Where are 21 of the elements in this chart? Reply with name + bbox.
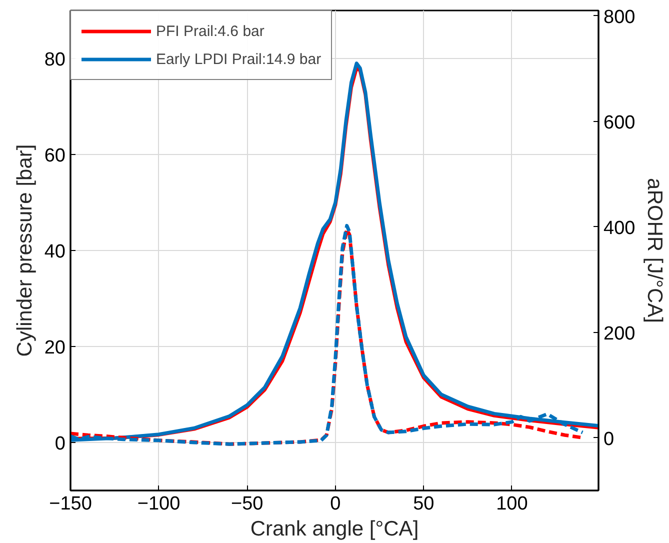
x-tick-label: 100: [496, 494, 528, 514]
y2-tick-label: 600: [604, 112, 636, 134]
y2-tick-label: 800: [604, 6, 636, 28]
x-tick-label: 50: [413, 494, 434, 514]
y-axis-title: Cylinder pressure [bar]: [13, 144, 36, 357]
y-tick-label: 80: [44, 50, 66, 70]
legend-label: Early LPDI Prail:14.9 bar: [156, 50, 322, 68]
y-tick-label: 60: [44, 146, 66, 166]
x-tick-label: −100: [137, 494, 180, 514]
y-tick-label: 20: [44, 338, 66, 358]
x-axis-title: Crank angle [°CA]: [250, 518, 419, 540]
y-tick-label: 40: [44, 242, 66, 262]
x-tick-label: −150: [49, 494, 92, 514]
y2-tick-label: 200: [604, 323, 636, 344]
y2-tick-label: 400: [604, 218, 636, 239]
legend-label: PFI Prail:4.6 bar: [156, 22, 264, 40]
x-tick-label: −50: [230, 494, 264, 514]
x-tick-label: 0: [330, 494, 341, 514]
y2-tick-label: 0: [604, 428, 614, 450]
y-tick-label: 0: [54, 434, 66, 454]
y2-axis-title: aROHR [J/°CA]: [643, 178, 666, 323]
